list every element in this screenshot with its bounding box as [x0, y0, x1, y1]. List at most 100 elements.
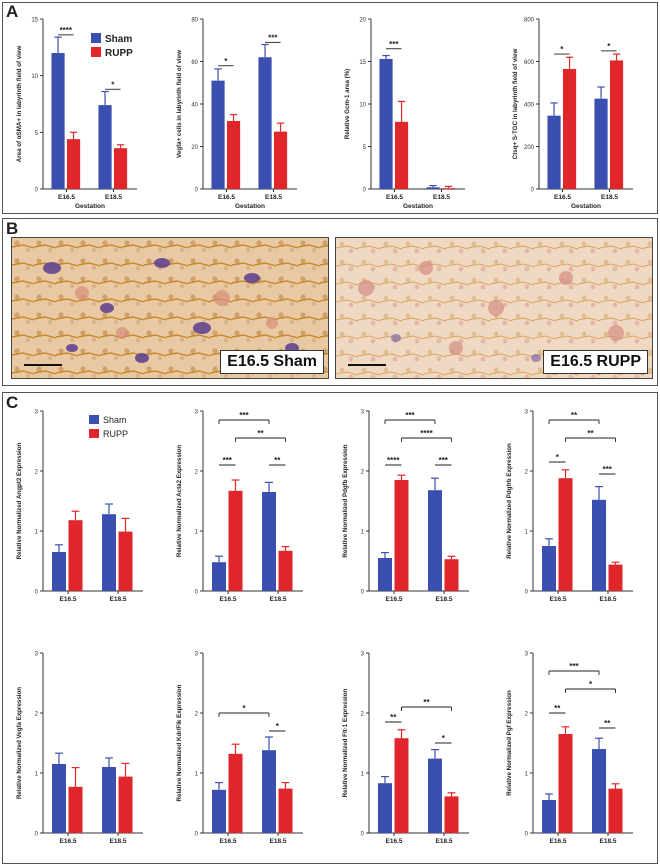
bar-c5-sham-1 [102, 767, 116, 833]
chart-a3-ytick-label: 10 [359, 103, 366, 109]
bar-c3-rupp-1 [444, 559, 459, 591]
bar-c1-rupp-1 [118, 531, 133, 591]
micrograph-rupp-label: E16.5 RUPP [543, 350, 648, 374]
bar-c6-rupp-1 [278, 788, 293, 833]
chart-c6-ytick-label: 1 [195, 772, 199, 778]
sig-label-c8-3: *** [569, 662, 579, 671]
bar-c8-rupp-0 [558, 734, 573, 833]
chart-c2-ylabel: Relative Normalized Acta2 Expression [176, 445, 183, 557]
chart-a1-xtick-label: E16.5 [58, 194, 75, 201]
chart-c5-ytick-label: 3 [35, 652, 39, 658]
bar-c4-rupp-0 [558, 478, 573, 591]
chart-a3: 0 5 10 15 20 Relative Gcm-1 area (%) E16.5 E18.… [344, 18, 465, 210]
bar-c4-sham-0 [542, 546, 556, 591]
chart-c1-ytick-label: 3 [35, 410, 39, 416]
bar-c7-rupp-0 [394, 738, 409, 833]
chart-c2-xtick-label: E18.5 [270, 596, 287, 603]
chart-c8-xtick-label: E16.5 [550, 838, 567, 845]
sig-label-c8-2: * [589, 680, 593, 689]
micrograph-sham: E16.5 Sham [11, 237, 329, 379]
sig-label-c6-0: * [276, 722, 280, 731]
bar-c5-rupp-1 [118, 776, 133, 833]
chart-c5-ytick-label: 0 [35, 832, 39, 838]
bar-c3-rupp-0 [394, 480, 409, 591]
chart-a2-ytick-label: 80 [191, 18, 198, 24]
bar-a2-rupp-1 [273, 131, 288, 189]
chart-c5-xtick-label: E16.5 [60, 838, 77, 845]
chart-a4: 0 200 400 600 800 Ctsq+ S-TGC in labyrinth fi… [512, 18, 633, 210]
chart-a3-ytick-label: 20 [359, 18, 366, 24]
scale-bar-rupp [348, 364, 386, 366]
chart-c5-ytick-label: 1 [35, 772, 39, 778]
sig-label-c2-0: *** [223, 456, 233, 465]
chart-c7: 0 1 2 3 Relative Normalized Flt-1 Expression… [342, 652, 469, 845]
bar-c7-sham-0 [378, 783, 392, 833]
chart-a2-ytick-label: 0 [195, 188, 199, 194]
legend-c-rupp-swatch [89, 429, 99, 438]
legend-c-rupp-label: RUPP [103, 429, 128, 439]
bar-c7-rupp-1 [444, 796, 459, 833]
chart-c7-ytick-label: 3 [361, 652, 365, 658]
chart-a3-ytick-label: 15 [359, 60, 366, 66]
bar-c7-sham-1 [428, 758, 442, 833]
bar-c1-sham-1 [102, 514, 116, 591]
chart-c8-ytick-label: 1 [525, 772, 529, 778]
bar-c3-sham-1 [428, 490, 442, 591]
panel-c-charts: Sham RUPP 0 1 2 3 Relative Normalized Angpt2… [16, 410, 633, 845]
chart-c4-ylabel: Relative Normalized Pdgfrb Expression [506, 443, 513, 559]
chart-c6-ylabel: Relative Normalized Kdr/Flk Expression [176, 684, 183, 801]
bar-a1-sham-1 [98, 105, 112, 189]
sig-label-c2-3: *** [239, 411, 249, 420]
chart-c2-ytick-label: 2 [195, 470, 199, 476]
chart-c1-xtick-label: E16.5 [60, 596, 77, 603]
chart-c6-ytick-label: 3 [195, 652, 199, 658]
bar-a1-sham-0 [51, 53, 65, 189]
bar-c4-rupp-1 [608, 564, 623, 591]
sig-label-c8-0: ** [554, 704, 561, 713]
bar-c1-rupp-0 [68, 520, 83, 591]
sig-label-c7-2: ** [423, 698, 430, 707]
chart-c6-ytick-label: 0 [195, 832, 199, 838]
chart-a2-ytick-label: 40 [191, 103, 198, 109]
chart-a1-ytick-label: 15 [31, 18, 38, 24]
chart-a4-ytick-label: 0 [531, 188, 535, 194]
chart-a2-xtick-label: E18.5 [265, 194, 282, 201]
chart-a2-xlabel: Gestation [235, 203, 265, 210]
chart-c8-ytick-label: 3 [525, 652, 529, 658]
bar-c5-rupp-0 [68, 786, 83, 833]
sig-label-c7-1: * [442, 734, 446, 743]
chart-a4-ylabel: Ctsq+ S-TGC in labyrinth field of view [512, 49, 519, 160]
chart-c6-xtick-label: E18.5 [270, 838, 287, 845]
bar-c5-sham-0 [52, 764, 66, 833]
chart-c3-ytick-label: 1 [361, 530, 365, 536]
bar-a2-sham-1 [258, 57, 272, 189]
chart-a4-xlabel: Gestation [571, 203, 601, 210]
chart-c7-xtick-label: E16.5 [386, 838, 403, 845]
chart-c8-ytick-label: 0 [525, 832, 529, 838]
chart-a1-xlabel: Gestation [75, 203, 105, 210]
sig-label-a4-1: * [607, 42, 611, 51]
chart-c3-ylabel: Relative Normalized Pdgfb Expression [342, 444, 349, 557]
chart-c2-ytick-label: 3 [195, 410, 199, 416]
bar-a2-rupp-0 [226, 121, 241, 189]
chart-a3-xtick-label: E18.5 [433, 194, 450, 201]
chart-c2-ytick-label: 1 [195, 530, 199, 536]
bar-c8-sham-0 [542, 800, 556, 833]
chart-c1: 0 1 2 3 Relative Normalized Angpt2 Expressio… [16, 410, 143, 603]
chart-a4-ytick-label: 800 [524, 18, 535, 24]
chart-c3: 0 1 2 3 Relative Normalized Pdgfb Expression… [342, 410, 469, 603]
panel-b: B E16.5 Sham [2, 218, 658, 386]
bar-c2-sham-1 [262, 492, 276, 591]
sig-label-c4-3: ** [571, 411, 578, 420]
chart-a3-xlabel: Gestation [403, 203, 433, 210]
chart-a4-ytick-label: 400 [524, 103, 535, 109]
panel-a-charts: Sham RUPP 0 5 10 15 Area of αSMA+ in labyrin… [16, 18, 633, 210]
chart-c8-ytick-label: 2 [525, 712, 529, 718]
chart-c8-ylabel: Relative Normalized Pgf Expression [506, 690, 513, 796]
chart-c2: 0 1 2 3 Relative Normalized Acta2 Expression… [176, 410, 303, 603]
sig-label-c3-0: **** [387, 456, 400, 465]
sig-label-c8-1: ** [604, 719, 611, 728]
bar-c6-rupp-0 [228, 753, 243, 833]
chart-a2-xtick-label: E16.5 [218, 194, 235, 201]
sig-label-c2-1: ** [274, 456, 281, 465]
